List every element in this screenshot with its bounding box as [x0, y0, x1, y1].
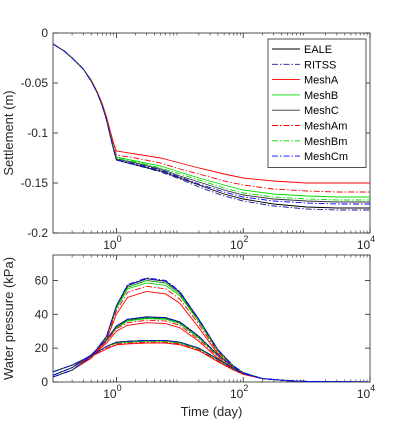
x-tick-label-exponent: 2: [243, 383, 248, 393]
series-line-meshbm: [53, 43, 370, 201]
y-tick-label: -0.05: [21, 76, 49, 90]
series-line-mesham: [53, 43, 370, 193]
axes-box: [52, 254, 371, 383]
legend-label-ritss: RITSS: [304, 59, 336, 71]
legend-label-meshc: MeshC: [304, 105, 339, 117]
legend-label-meshcm: MeshCm: [304, 151, 348, 163]
series-line-meshc: [53, 43, 370, 203]
x-tick-label: 102: [230, 383, 248, 401]
series-line-ritss: [53, 43, 370, 211]
y-tick-label: 40: [35, 307, 49, 321]
x-tick-label-exponent: 0: [117, 383, 122, 393]
y-tick-label: -0.15: [21, 176, 49, 190]
y-axis-label: Water pressure (kPa): [1, 257, 16, 380]
x-tick-label-base: 10: [230, 238, 244, 252]
legend-label-mesha: MeshA: [304, 75, 339, 87]
x-tick-label-base: 10: [103, 387, 117, 401]
legend-box: [267, 38, 367, 168]
x-tick-label: 100: [103, 234, 121, 252]
y-axis-label: Settlement (m): [1, 90, 16, 175]
y-tick-label: 0: [41, 375, 48, 389]
legend-label-meshb: MeshB: [304, 90, 338, 102]
y-tick-label: 20: [35, 341, 49, 355]
x-tick-label-base: 10: [103, 238, 117, 252]
series-line: [53, 277, 370, 382]
y-tick-label: -0.2: [27, 226, 48, 240]
series-group: [53, 43, 370, 211]
x-tick-label: 102: [230, 234, 248, 252]
x-minor-ticks: [71, 33, 368, 233]
x-tick-label: 104: [357, 383, 375, 401]
series-line-mesham: [53, 341, 370, 382]
x-tick-label-exponent: 4: [370, 234, 375, 244]
x-tick-label: 104: [357, 234, 375, 252]
series-group: [53, 277, 370, 382]
legend-label-eale: EALE: [304, 44, 332, 56]
x-tick-label-base: 10: [230, 387, 244, 401]
legend: EALE RITSS MeshA MeshB MeshC MeshAm MeshBm Mesh…: [267, 38, 367, 168]
y-tick-label: -0.1: [27, 126, 48, 140]
x-tick-label-base: 10: [357, 387, 371, 401]
legend-label-mesham: MeshAm: [304, 121, 347, 133]
x-tick-label: 100: [103, 383, 121, 401]
x-tick-label-exponent: 0: [117, 234, 122, 244]
y-tick-label: 60: [35, 273, 49, 287]
x-tick-label-base: 10: [357, 238, 371, 252]
x-tick-label-exponent: 4: [370, 383, 375, 393]
x-minor-ticks: [71, 255, 368, 382]
legend-label-meshbm: MeshBm: [304, 136, 347, 148]
x-axis-label: Time (day): [181, 404, 243, 419]
series-line-meshcm: [53, 43, 370, 205]
y-tick-label: 0: [41, 26, 48, 40]
x-tick-label-exponent: 2: [243, 234, 248, 244]
